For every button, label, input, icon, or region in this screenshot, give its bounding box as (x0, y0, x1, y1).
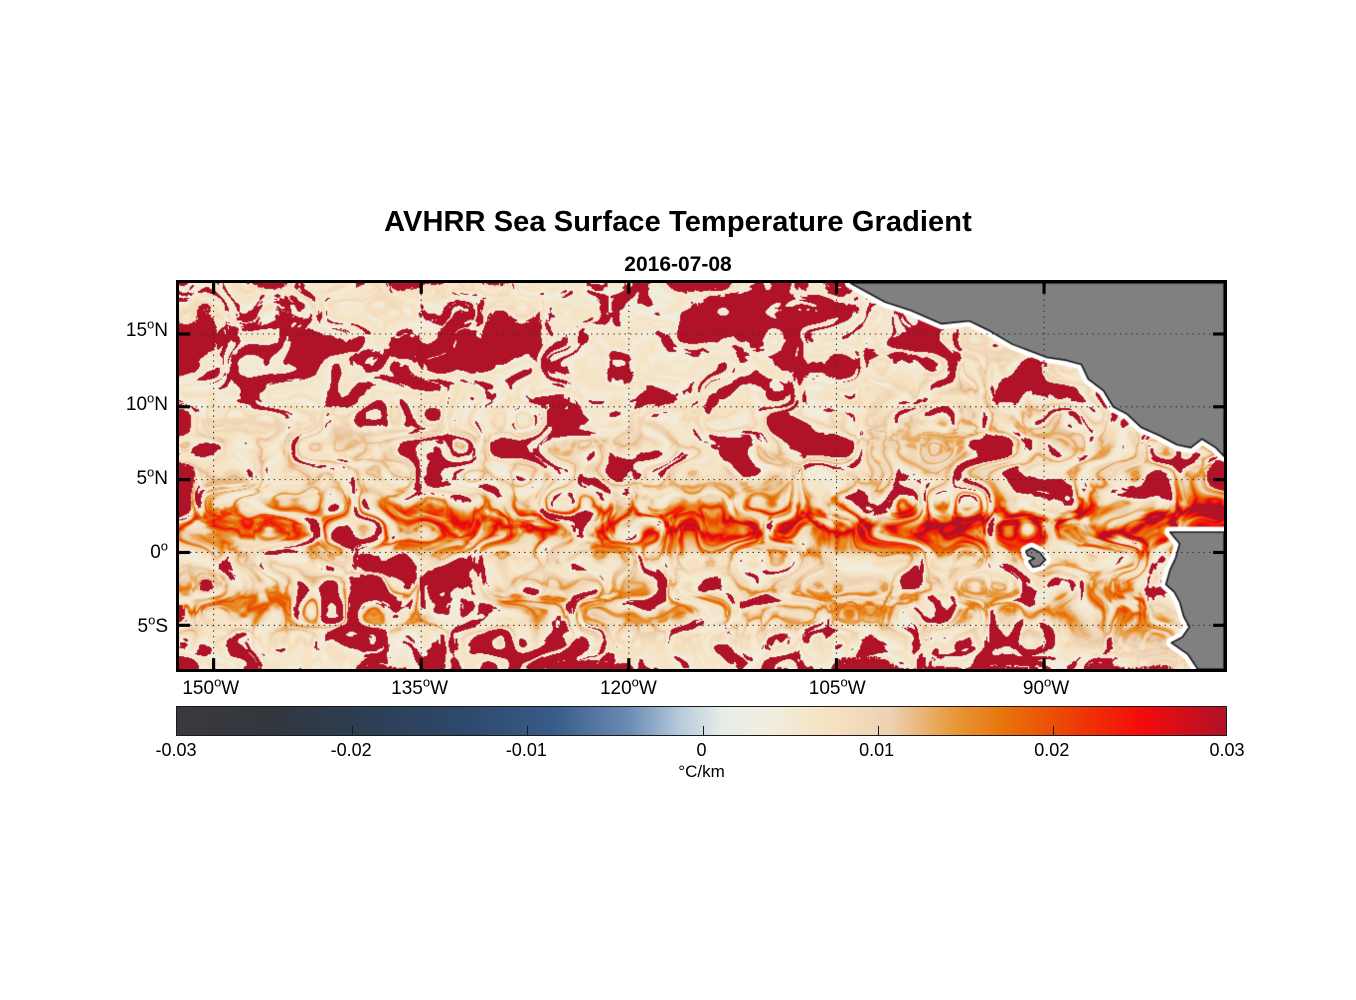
x-tick-label: 150oW (182, 674, 240, 699)
colorbar-tick-label: -0.01 (505, 740, 547, 760)
colorbar-tick-label: 0.01 (859, 740, 895, 760)
colorbar-tick-label: -0.02 (330, 740, 372, 760)
colorbar-tick-label: 0 (696, 740, 707, 760)
colorbar-tick-mark (702, 726, 704, 735)
y-axis-tick-labels: 15oN 10oN 5oN 0o 5oS (40, 280, 168, 672)
map-axes (176, 280, 1227, 672)
y-tick-label: 15oN (125, 316, 168, 341)
colorbar-tick-label: 0.02 (1034, 740, 1070, 760)
colorbar-tick-label: 0.03 (1209, 740, 1245, 760)
colorbar-tick-mark (1052, 726, 1054, 735)
colorbar-units-label: °C/km (678, 762, 725, 781)
colorbar-tick-labels: -0.03 -0.02 -0.01 0 0.01 0.02 0.03 (155, 740, 1244, 766)
x-tick-label: 120oW (599, 674, 657, 699)
colorbar-tick-mark (877, 726, 879, 735)
colorbar-tick-mark (527, 726, 529, 735)
sst-gradient-heatmap (179, 283, 1224, 669)
x-axis-tick-labels: 150oW 135oW 120oW 105oW 90oW (176, 674, 1227, 708)
colorbar-tick-mark (352, 726, 354, 735)
x-tick-label: 105oW (808, 674, 866, 699)
figure-title: AVHRR Sea Surface Temperature Gradient (384, 206, 972, 238)
colorbar-gradient (177, 707, 1226, 735)
y-tick-label: 5oN (136, 464, 168, 489)
y-tick-label: 5oS (137, 612, 169, 637)
figure-subtitle-date: 2016-07-08 (624, 253, 732, 276)
y-tick-label: 0o (150, 538, 168, 563)
colorbar (176, 706, 1227, 736)
colorbar-tick-label: -0.03 (155, 740, 197, 760)
y-tick-label: 10oN (125, 390, 168, 415)
x-tick-label: 90oW (1022, 674, 1070, 699)
x-tick-label: 135oW (391, 674, 449, 699)
